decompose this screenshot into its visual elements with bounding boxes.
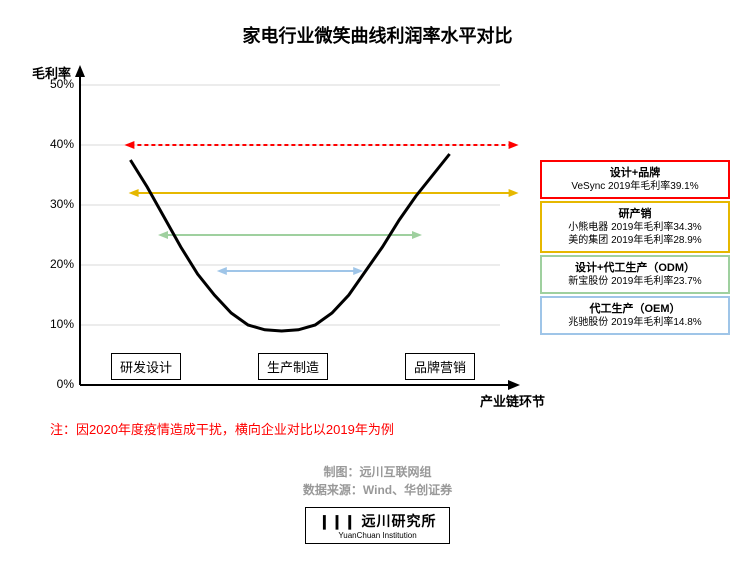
logo-text: ❙❙❙ 远川研究所 bbox=[318, 511, 436, 531]
legend-item: 设计+品牌VeSync 2019年毛利率39.1% bbox=[540, 160, 730, 199]
y-tick: 10% bbox=[38, 317, 74, 331]
credit-source: 数据来源：Wind、华创证券 bbox=[0, 481, 755, 498]
legend-subtitle: 新宝股份 2019年毛利率23.7% bbox=[548, 275, 722, 288]
legend-item: 研产销小熊电器 2019年毛利率34.3%美的集团 2019年毛利率28.9% bbox=[540, 201, 730, 253]
credit-author: 制图：远川互联网组 bbox=[0, 463, 755, 480]
legend-subtitle: VeSync 2019年毛利率39.1% bbox=[548, 180, 722, 193]
legend-title: 研产销 bbox=[548, 207, 722, 221]
x-category-label: 研发设计 bbox=[111, 353, 181, 380]
x-category-label: 生产制造 bbox=[258, 353, 328, 380]
legend-title: 设计+品牌 bbox=[548, 166, 722, 180]
y-tick: 0% bbox=[38, 377, 74, 391]
legend-subtitle: 兆驰股份 2019年毛利率14.8% bbox=[548, 316, 722, 329]
legend-item: 设计+代工生产（ODM）新宝股份 2019年毛利率23.7% bbox=[540, 255, 730, 294]
y-tick: 20% bbox=[38, 257, 74, 271]
x-category-label: 品牌营销 bbox=[405, 353, 475, 380]
y-tick: 50% bbox=[38, 77, 74, 91]
logo-subtitle: YuanChuan Institution bbox=[318, 531, 436, 540]
legend-item: 代工生产（OEM）兆驰股份 2019年毛利率14.8% bbox=[540, 296, 730, 335]
logo: ❙❙❙ 远川研究所 YuanChuan Institution bbox=[0, 507, 755, 544]
legend-subtitle: 美的集团 2019年毛利率28.9% bbox=[548, 234, 722, 247]
legend-subtitle: 小熊电器 2019年毛利率34.3% bbox=[548, 221, 722, 234]
footnote: 注：因2020年度疫情造成干扰，横向企业对比以2019年为例 bbox=[50, 419, 394, 438]
y-tick: 30% bbox=[38, 197, 74, 211]
y-tick: 40% bbox=[38, 137, 74, 151]
legend-title: 设计+代工生产（ODM） bbox=[548, 261, 722, 275]
legend-title: 代工生产（OEM） bbox=[548, 302, 722, 316]
